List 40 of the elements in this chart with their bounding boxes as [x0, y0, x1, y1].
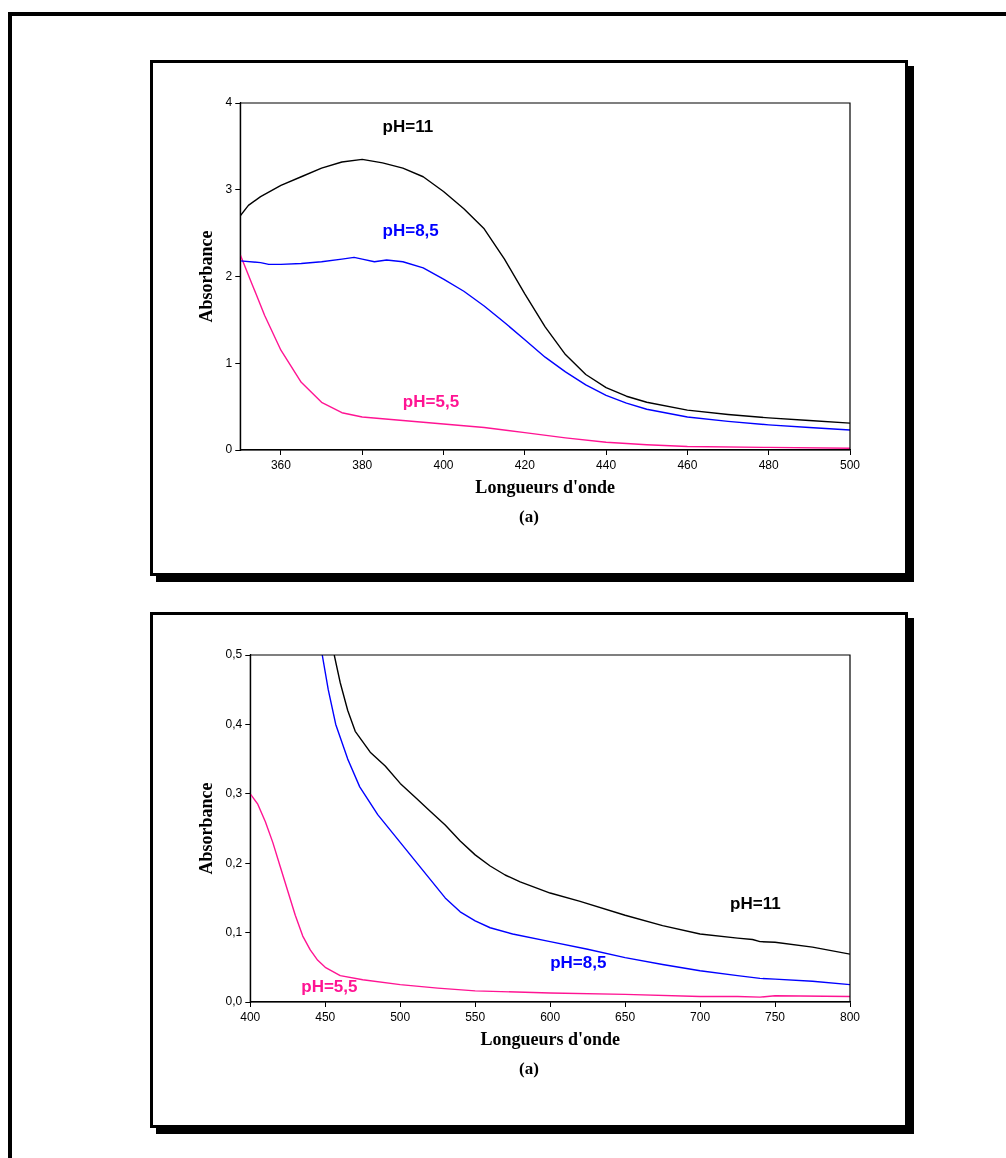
x-axis-title: Longueurs d'onde: [475, 476, 615, 497]
text: (a): [518, 507, 540, 527]
y-axis-title: Absorbance: [196, 230, 217, 323]
x-tick-label: 400: [240, 1009, 261, 1024]
x-tick-label: 460: [677, 457, 698, 472]
y-tick-label: 0,3: [225, 786, 243, 801]
x-tick-label: 420: [514, 457, 536, 472]
x-tick-label: 450: [315, 1009, 336, 1024]
series-label: pH=5,5: [402, 392, 460, 412]
series-label: pH=8,5: [550, 952, 607, 972]
y-tick-label: 0,4: [225, 716, 243, 731]
series-label: pH=8,5: [382, 221, 439, 241]
x-tick-label: 550: [465, 1009, 486, 1024]
y-tick-label: 1: [225, 355, 233, 370]
x-tick-label: 650: [615, 1009, 636, 1024]
x-tick-label: 500: [390, 1009, 411, 1024]
x-tick-label: 400: [433, 457, 454, 472]
y-tick-label: 0,5: [225, 647, 243, 662]
x-tick-label: 600: [540, 1009, 561, 1024]
x-tick-label: 480: [758, 457, 780, 472]
y-tick-label: 0,1: [225, 924, 243, 939]
text: (a): [518, 1059, 540, 1079]
y-tick-label: 0,2: [225, 855, 243, 870]
x-tick-label: 800: [839, 1009, 861, 1024]
series-label: pH=11: [730, 893, 781, 913]
series-label: pH=11: [382, 117, 434, 137]
y-tick-label: 0: [225, 442, 233, 457]
x-tick-label: 360: [270, 457, 292, 472]
x-tick-label: 500: [839, 457, 861, 472]
x-tick-label: 700: [690, 1009, 711, 1024]
y-tick-label: 3: [225, 182, 233, 197]
y-tick-label: 4: [225, 95, 233, 110]
x-axis-title: Longueurs d'onde: [480, 1028, 620, 1049]
y-tick-label: 0,0: [225, 994, 243, 1009]
x-tick-label: 380: [352, 457, 373, 472]
x-tick-label: 750: [765, 1009, 786, 1024]
series-label: pH=5,5: [301, 977, 358, 997]
y-axis-title: Absorbance: [196, 782, 217, 875]
x-tick-label: 440: [596, 457, 617, 472]
y-tick-label: 2: [225, 268, 233, 283]
